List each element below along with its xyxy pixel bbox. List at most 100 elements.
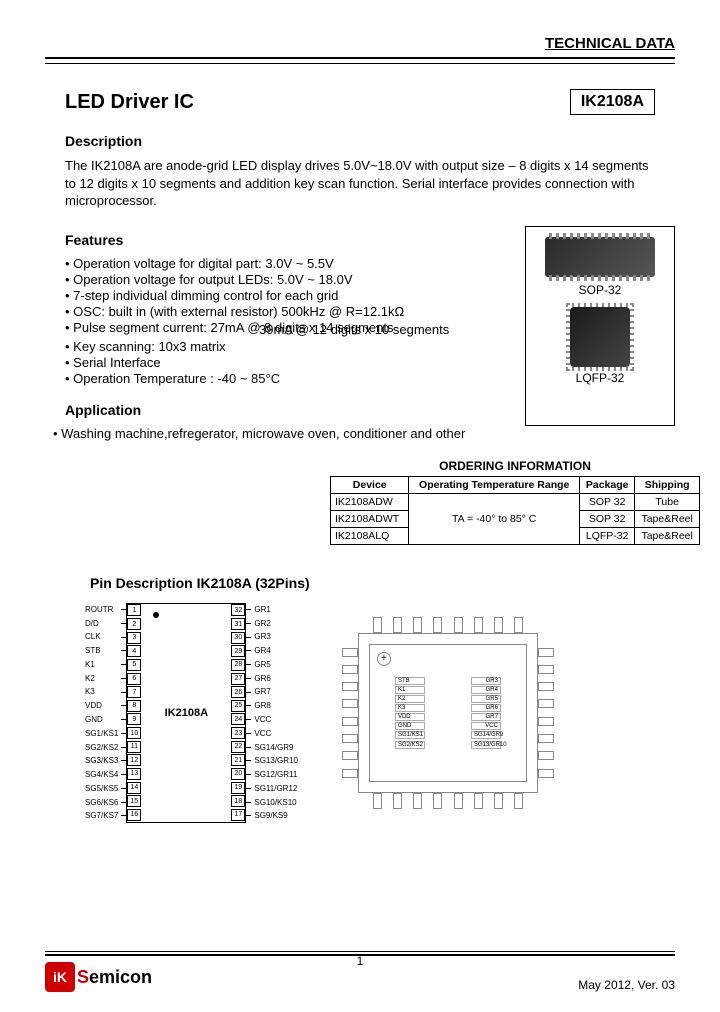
features-heading: Features [65,232,515,248]
package-illustration-box: SOP-32 LQFP-32 [525,226,675,426]
pin-number: 15 [127,795,141,807]
pin-number: 24 [231,713,245,725]
pin-label: GR2 [254,616,298,630]
product-title: LED Driver IC [65,91,194,114]
rule-top-thick [45,57,675,59]
table-cell: Tube [635,493,700,510]
lqfp-pin-label: SG1/KS1 [395,731,425,739]
pin-number: 29 [231,645,245,657]
pin-number: 11 [127,741,141,753]
pin-number: 10 [127,727,141,739]
part-number-box: IK2108A [570,89,655,115]
lqfp32-label: LQFP-32 [536,371,664,385]
pin-label: SG4/KS4 [85,768,118,782]
lqfp-pin-label: SG13/GR10 [471,741,501,749]
lqfp-pin1-marker-icon: + [377,652,391,666]
pin-label: SG9/KS9 [254,809,298,823]
lqfp-pin-label: GND [395,722,425,730]
page-header: TECHNICAL DATA [45,35,675,57]
pin-label: SG13/GR10 [254,754,298,768]
features-packages-row: Features Operation voltage for digital p… [45,226,675,426]
pin-number: 21 [231,754,245,766]
lqfp-pin-label: GR4 [471,686,501,694]
pin-label: SG7/KS7 [85,809,118,823]
pin-number: 20 [231,768,245,780]
table-cell: IK2108ADWT [331,510,409,527]
feature-item: Key scanning: 10x3 matrix [65,339,515,354]
pin-label: VDD [85,699,118,713]
feature-item-indent: 39mA @ 12 digits x 10 segments [259,322,515,337]
pin-label: STB [85,644,118,658]
lqfp-pin-label: GR3 [471,677,501,685]
lqfp-pin-label: VCC [471,722,501,730]
application-text: • Washing machine,refregerator, microwav… [53,426,675,441]
pin-number: 25 [231,700,245,712]
pin-label: VCC [254,727,298,741]
lqfp-pin-label: K1 [395,686,425,694]
application-heading: Application [65,402,515,418]
table-header: Shipping [635,476,700,493]
rule-top-thin [45,63,675,64]
pin-number: 27 [231,673,245,685]
lqfp-pin-label: GR5 [471,695,501,703]
pin-number: 2 [127,618,141,630]
pin-label: SG12/GR11 [254,768,298,782]
title-row: LED Driver IC IK2108A [65,89,655,115]
pin-label: GR5 [254,658,298,672]
pin-label: SG14/GR9 [254,740,298,754]
feature-item: 7-step individual dimming control for ea… [65,288,515,303]
pin-label: SG11/GR12 [254,782,298,796]
table-header: Device [331,476,409,493]
ordering-table: DeviceOperating Temperature RangePackage… [330,476,700,545]
pin-label: GR6 [254,671,298,685]
table-cell: SOP 32 [580,493,635,510]
lqfp-pin-label: K2 [395,695,425,703]
pin-label: VCC [254,713,298,727]
pin-label: K1 [85,658,118,672]
pin-number: 12 [127,754,141,766]
feature-item: Operation voltage for output LEDs: 5.0V … [65,272,515,287]
lqfp-pin-label: SG2/KS2 [395,741,425,749]
feature-item: OSC: built in (with external resistor) 5… [65,304,515,319]
lqfp-pin-label: VDD [395,713,425,721]
lqfp-pin-label: STB [395,677,425,685]
lqfp-pin-label: K3 [395,704,425,712]
feature-item: Serial Interface [65,355,515,370]
ordering-section: ORDERING INFORMATION DeviceOperating Tem… [330,459,700,545]
table-cell: Tape&Reel [635,510,700,527]
lqfp-pinout-diagram: + STBK1K2K3VDDGNDSG1/KS1SG2/KS2 GR3GR4GR… [328,603,568,823]
dip-pinout-diagram: ROUTRD/DCLKSTBK1K2K3VDDGNDSG1/KS1SG2/KS2… [85,603,298,823]
lqfp32-chip-icon [570,307,630,367]
table-cell: LQFP-32 [580,527,635,544]
sop32-chip-icon [545,237,655,277]
pin-number: 22 [231,741,245,753]
pin-diagrams-row: ROUTRD/DCLKSTBK1K2K3VDDGNDSG1/KS1SG2/KS2… [85,603,675,823]
features-list: Operation voltage for digital part: 3.0V… [65,256,515,386]
company-logo: iK SSemiconemicon [45,962,152,992]
pin-number: 8 [127,700,141,712]
table-cell: IK2108ADW [331,493,409,510]
pin-number: 4 [127,645,141,657]
feature-item: Operation Temperature : -40 ~ 85°C [65,371,515,386]
pin-label: GND [85,713,118,727]
lqfp-pin-label: GR7 [471,713,501,721]
lqfp-pin-label: GR6 [471,704,501,712]
pin-label: SG10/KS10 [254,795,298,809]
pin-label: D/D [85,616,118,630]
pin-label: CLK [85,630,118,644]
pin-number: 13 [127,768,141,780]
table-row: IK2108ADWTA = -40° to 85° CSOP 32Tube [331,493,700,510]
table-cell: Tape&Reel [635,527,700,544]
table-header: Package [580,476,635,493]
pin-number: 17 [231,809,245,821]
logo-mark-icon: iK [45,962,75,992]
pin-number: 30 [231,632,245,644]
table-header: Operating Temperature Range [409,476,580,493]
pin-label: SG3/KS3 [85,754,118,768]
pin-number: 23 [231,727,245,739]
pin-number: 6 [127,673,141,685]
pin-number: 1 [127,604,141,616]
dip-chip-label: IK2108A [165,707,208,719]
pin-number: 7 [127,686,141,698]
pin-label: GR1 [254,603,298,617]
